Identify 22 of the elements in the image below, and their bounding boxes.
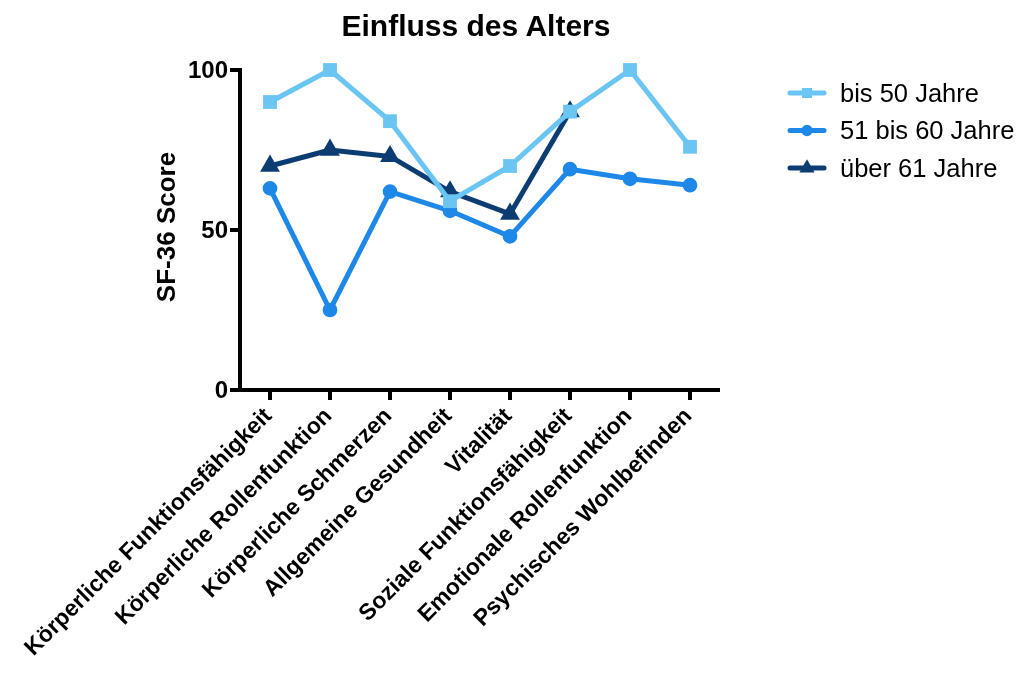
point	[262, 181, 278, 196]
point	[443, 194, 457, 209]
legend-label: über 61 Jahre	[840, 153, 998, 182]
y-tick-label: 100	[187, 56, 228, 84]
legend-label: 51 bis 60 Jahre	[840, 116, 1015, 145]
point	[322, 302, 338, 318]
point	[383, 114, 397, 129]
y-axis-title: SF-36 Score	[151, 151, 181, 303]
point	[683, 139, 697, 154]
point	[623, 63, 637, 77]
point	[682, 177, 698, 193]
point	[503, 159, 517, 173]
point	[622, 171, 638, 187]
point	[502, 229, 518, 244]
point	[562, 161, 578, 177]
point	[263, 95, 277, 109]
y-tick-label: 0	[214, 376, 228, 404]
y-tick-label: 50	[201, 216, 228, 244]
point	[382, 184, 398, 199]
chart-title: Einfluss des Alters	[341, 9, 611, 42]
point	[323, 63, 337, 77]
legend-label: bis 50 Jahre	[840, 78, 979, 107]
